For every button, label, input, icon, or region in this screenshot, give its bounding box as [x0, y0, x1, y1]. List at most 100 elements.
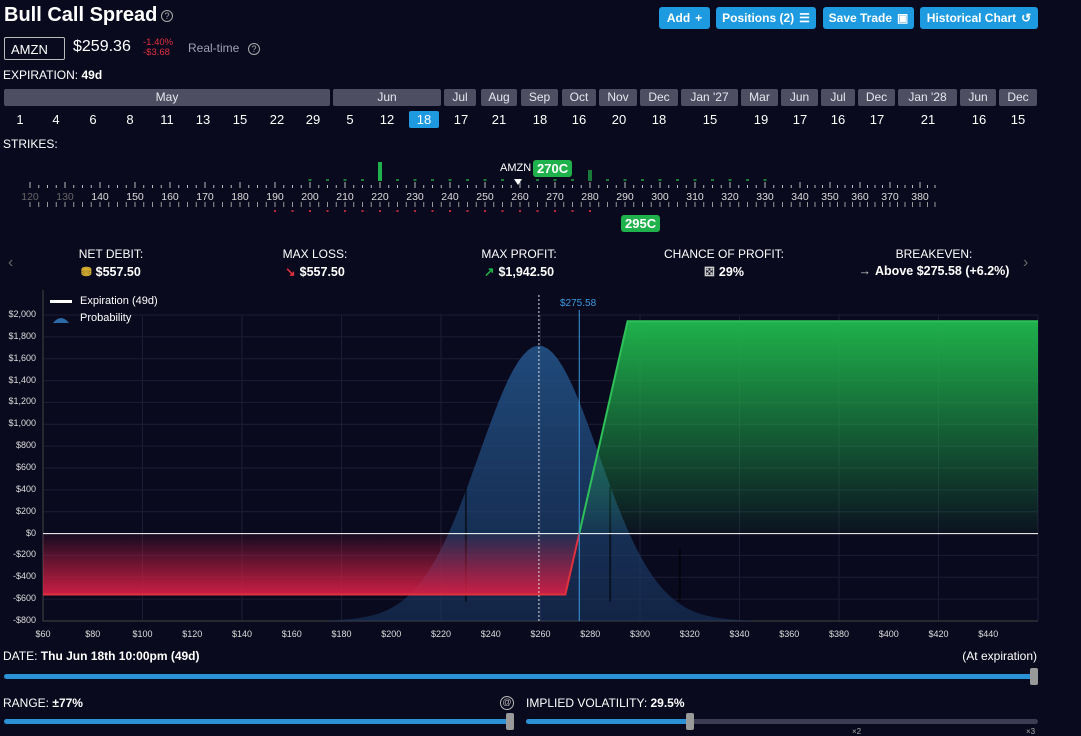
expiration-day-2[interactable]: 6 [89, 112, 97, 127]
put-oi-mark [309, 210, 311, 212]
expiration-day-9[interactable]: 5 [346, 112, 354, 127]
month-9[interactable]: Mar [741, 89, 778, 106]
next-metric-icon[interactable]: › [1023, 254, 1029, 271]
month-11[interactable]: Jul [821, 89, 855, 106]
strike-label-290[interactable]: 290 [616, 191, 634, 203]
strike-label-210[interactable]: 210 [336, 191, 354, 203]
month-2[interactable]: Jul [444, 89, 476, 106]
strike-label-130[interactable]: 130 [56, 191, 74, 203]
month-1[interactable]: Jun [333, 89, 441, 106]
strike-label-270[interactable]: 270 [546, 191, 564, 203]
strike-label-350[interactable]: 350 [821, 191, 839, 203]
positions-button[interactable]: Positions (2) ☰ [716, 7, 816, 29]
legend-probability[interactable]: Probability [50, 312, 131, 324]
strike-label-120[interactable]: 120 [21, 191, 39, 203]
expiration-day-21[interactable]: 16 [830, 112, 846, 127]
short-leg-tag[interactable]: 295C [621, 215, 661, 232]
expiration-day-7[interactable]: 22 [269, 112, 285, 127]
expiration-day-23[interactable]: 21 [920, 112, 936, 127]
expiration-day-8[interactable]: 29 [305, 112, 321, 127]
expiration-day-18[interactable]: 15 [702, 112, 718, 127]
expiration-day-25[interactable]: 15 [1010, 112, 1026, 127]
long-leg-tag[interactable]: 270C [533, 160, 573, 177]
month-4[interactable]: Sep [521, 89, 558, 106]
strike-label-330[interactable]: 330 [756, 191, 774, 203]
y-tick-label: -$600 [12, 593, 36, 604]
expiration-day-14[interactable]: 18 [532, 112, 548, 127]
strike-label-300[interactable]: 300 [651, 191, 669, 203]
prev-metric-icon[interactable]: ‹ [8, 254, 14, 271]
strike-ticks[interactable] [0, 155, 1081, 225]
expiration-day-15[interactable]: 16 [571, 112, 587, 127]
strike-label-320[interactable]: 320 [721, 191, 739, 203]
expiration-day-12[interactable]: 17 [453, 112, 469, 127]
symbol-input[interactable]: AMZN [4, 37, 65, 60]
x-tick-label: $80 [85, 629, 101, 639]
expiration-day-5[interactable]: 13 [195, 112, 211, 127]
strike-label-250[interactable]: 250 [476, 191, 494, 203]
month-12[interactable]: Dec [858, 89, 895, 106]
expiration-day-11[interactable]: 18 [409, 111, 439, 128]
expiration-day-13[interactable]: 21 [491, 112, 507, 127]
reset-range-icon[interactable]: @ [500, 696, 514, 710]
month-14[interactable]: Jun [960, 89, 996, 106]
pnl-chart[interactable] [0, 290, 1081, 640]
save-trade-button[interactable]: Save Trade ▣ [823, 7, 914, 29]
help-icon[interactable]: ? [161, 10, 173, 22]
strike-label-220[interactable]: 220 [371, 191, 389, 203]
expiration-day-22[interactable]: 17 [869, 112, 885, 127]
month-7[interactable]: Dec [640, 89, 678, 106]
month-8[interactable]: Jan '27 [681, 89, 738, 106]
month-6[interactable]: Nov [599, 89, 637, 106]
strike-label-260[interactable]: 260 [511, 191, 529, 203]
strike-label-150[interactable]: 150 [126, 191, 144, 203]
iv-slider-handle[interactable] [685, 713, 694, 730]
put-oi-mark [449, 210, 451, 212]
range-slider-track[interactable] [4, 719, 512, 724]
strike-label-370[interactable]: 370 [881, 191, 899, 203]
strike-label-360[interactable]: 360 [851, 191, 869, 203]
put-oi-mark [501, 210, 504, 212]
realtime-help-icon[interactable]: ? [248, 43, 260, 55]
legend-expiration[interactable]: Expiration (49d) [50, 295, 158, 307]
expiration-day-6[interactable]: 15 [232, 112, 248, 127]
strike-label-230[interactable]: 230 [406, 191, 424, 203]
expiration-day-0[interactable]: 1 [16, 112, 24, 127]
month-5[interactable]: Oct [562, 89, 596, 106]
put-oi-mark [589, 210, 591, 212]
strike-label-380[interactable]: 380 [911, 191, 929, 203]
range-slider-handle[interactable] [506, 713, 514, 730]
month-0[interactable]: May [4, 89, 330, 106]
iv-slider-track[interactable] [526, 719, 1038, 724]
add-button[interactable]: Add + [659, 7, 710, 29]
date-slider-handle[interactable] [1030, 668, 1038, 685]
price-marker-icon [514, 179, 522, 185]
strike-label-240[interactable]: 240 [441, 191, 459, 203]
month-15[interactable]: Dec [999, 89, 1037, 106]
expiration-day-19[interactable]: 19 [753, 112, 769, 127]
expiration-day-20[interactable]: 17 [792, 112, 808, 127]
strike-label-160[interactable]: 160 [161, 191, 179, 203]
call-oi-mark [746, 179, 749, 181]
expiration-day-16[interactable]: 20 [611, 112, 627, 127]
expiration-day-17[interactable]: 18 [651, 112, 667, 127]
expiration-day-4[interactable]: 11 [160, 112, 174, 127]
strike-label-170[interactable]: 170 [196, 191, 214, 203]
expiration-day-10[interactable]: 12 [379, 112, 395, 127]
month-13[interactable]: Jan '28 [898, 89, 957, 106]
strike-label-180[interactable]: 180 [231, 191, 249, 203]
expiration-day-24[interactable]: 16 [971, 112, 987, 127]
strike-label-340[interactable]: 340 [791, 191, 809, 203]
expiration-day-3[interactable]: 8 [126, 112, 134, 127]
month-10[interactable]: Jun [781, 89, 818, 106]
strike-label-140[interactable]: 140 [91, 191, 109, 203]
expiration-day-1[interactable]: 4 [52, 112, 60, 127]
strike-label-310[interactable]: 310 [686, 191, 704, 203]
date-slider-track[interactable] [4, 674, 1034, 679]
month-3[interactable]: Aug [481, 89, 517, 106]
strike-label-200[interactable]: 200 [301, 191, 319, 203]
historical-chart-button[interactable]: Historical Chart ↺ [920, 7, 1038, 29]
strike-label-280[interactable]: 280 [581, 191, 599, 203]
strike-label-190[interactable]: 190 [266, 191, 284, 203]
metric-value: $557.50 [95, 265, 141, 279]
